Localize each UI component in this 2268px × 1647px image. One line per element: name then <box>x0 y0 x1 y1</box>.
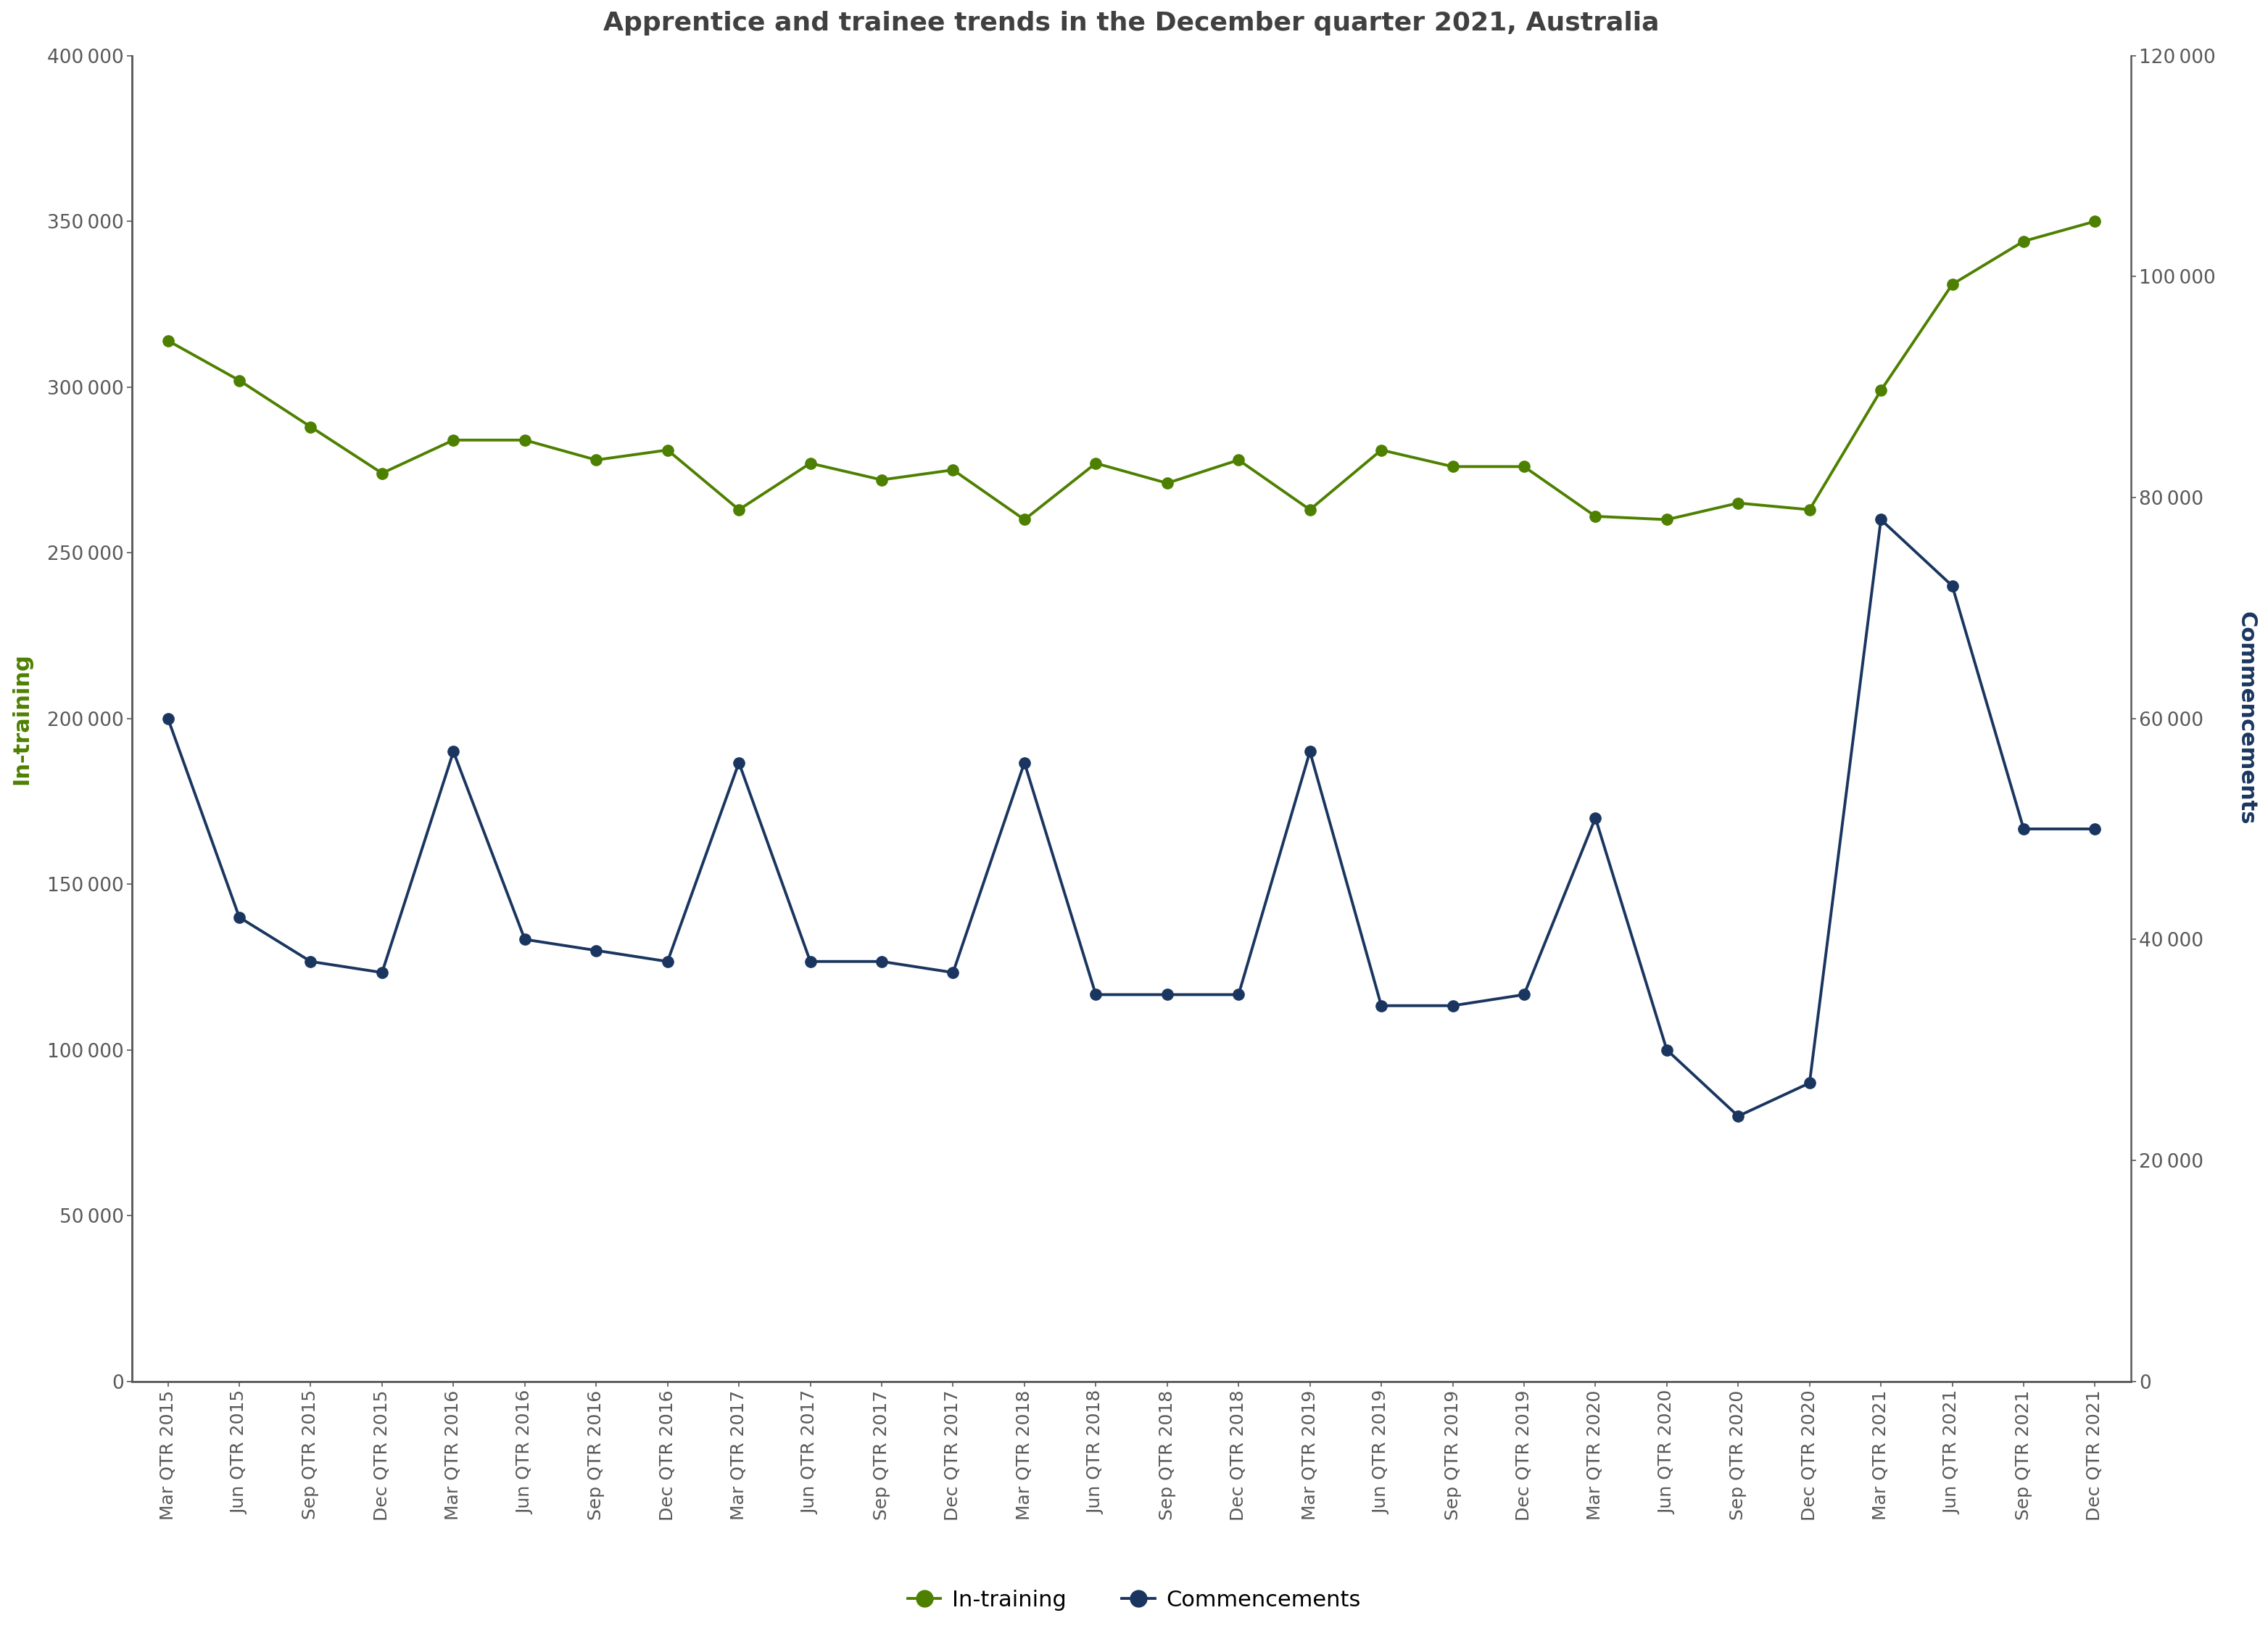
In-training <box>1653 509 1681 529</box>
Commencements <box>1581 809 1608 828</box>
In-training <box>1012 509 1039 529</box>
Commencements <box>583 940 610 960</box>
Commencements <box>1368 996 1395 1016</box>
In-training <box>1510 456 1538 476</box>
Commencements <box>1297 741 1325 761</box>
Commencements <box>367 962 395 982</box>
In-training <box>939 460 966 479</box>
Commencements <box>510 929 538 949</box>
Legend: In-training, Commencements: In-training, Commencements <box>898 1581 1370 1619</box>
Line: Commencements: Commencements <box>163 514 2100 1122</box>
In-training <box>1082 453 1109 473</box>
Line: In-training: In-training <box>163 216 2100 525</box>
Commencements <box>1012 753 1039 772</box>
In-training <box>297 417 324 436</box>
In-training <box>1297 499 1325 519</box>
In-training <box>653 440 680 460</box>
In-training <box>1581 506 1608 525</box>
In-training <box>583 450 610 469</box>
Commencements <box>1653 1039 1681 1059</box>
Commencements <box>154 708 181 728</box>
In-training <box>1939 275 1966 295</box>
In-training <box>1867 380 1894 400</box>
Commencements <box>726 753 753 772</box>
Commencements <box>440 741 467 761</box>
In-training <box>2082 211 2109 231</box>
Commencements <box>2082 819 2109 838</box>
Commencements <box>227 907 254 927</box>
Commencements <box>1154 985 1182 1005</box>
In-training <box>1154 473 1182 492</box>
Commencements <box>1510 985 1538 1005</box>
In-training <box>1724 492 1751 512</box>
Commencements <box>297 952 324 972</box>
In-training <box>367 463 395 483</box>
Commencements <box>1724 1107 1751 1127</box>
Commencements <box>653 952 680 972</box>
In-training <box>510 430 538 450</box>
In-training <box>726 499 753 519</box>
In-training <box>227 371 254 390</box>
Commencements <box>1440 996 1467 1016</box>
Commencements <box>796 952 823 972</box>
In-training <box>1796 499 1823 519</box>
Commencements <box>1939 576 1966 596</box>
In-training <box>2009 231 2037 250</box>
Commencements <box>2009 819 2037 838</box>
Title: Apprentice and trainee trends in the December quarter 2021, Australia: Apprentice and trainee trends in the Dec… <box>603 12 1660 36</box>
In-training <box>154 331 181 351</box>
Commencements <box>1867 509 1894 529</box>
Commencements <box>869 952 896 972</box>
Commencements <box>939 962 966 982</box>
Y-axis label: In-training: In-training <box>11 652 32 784</box>
In-training <box>440 430 467 450</box>
Commencements <box>1225 985 1252 1005</box>
Y-axis label: Commencements: Commencements <box>2236 611 2257 825</box>
In-training <box>1368 440 1395 460</box>
In-training <box>1225 450 1252 469</box>
In-training <box>869 469 896 489</box>
Commencements <box>1082 985 1109 1005</box>
In-training <box>1440 456 1467 476</box>
In-training <box>796 453 823 473</box>
Commencements <box>1796 1074 1823 1094</box>
